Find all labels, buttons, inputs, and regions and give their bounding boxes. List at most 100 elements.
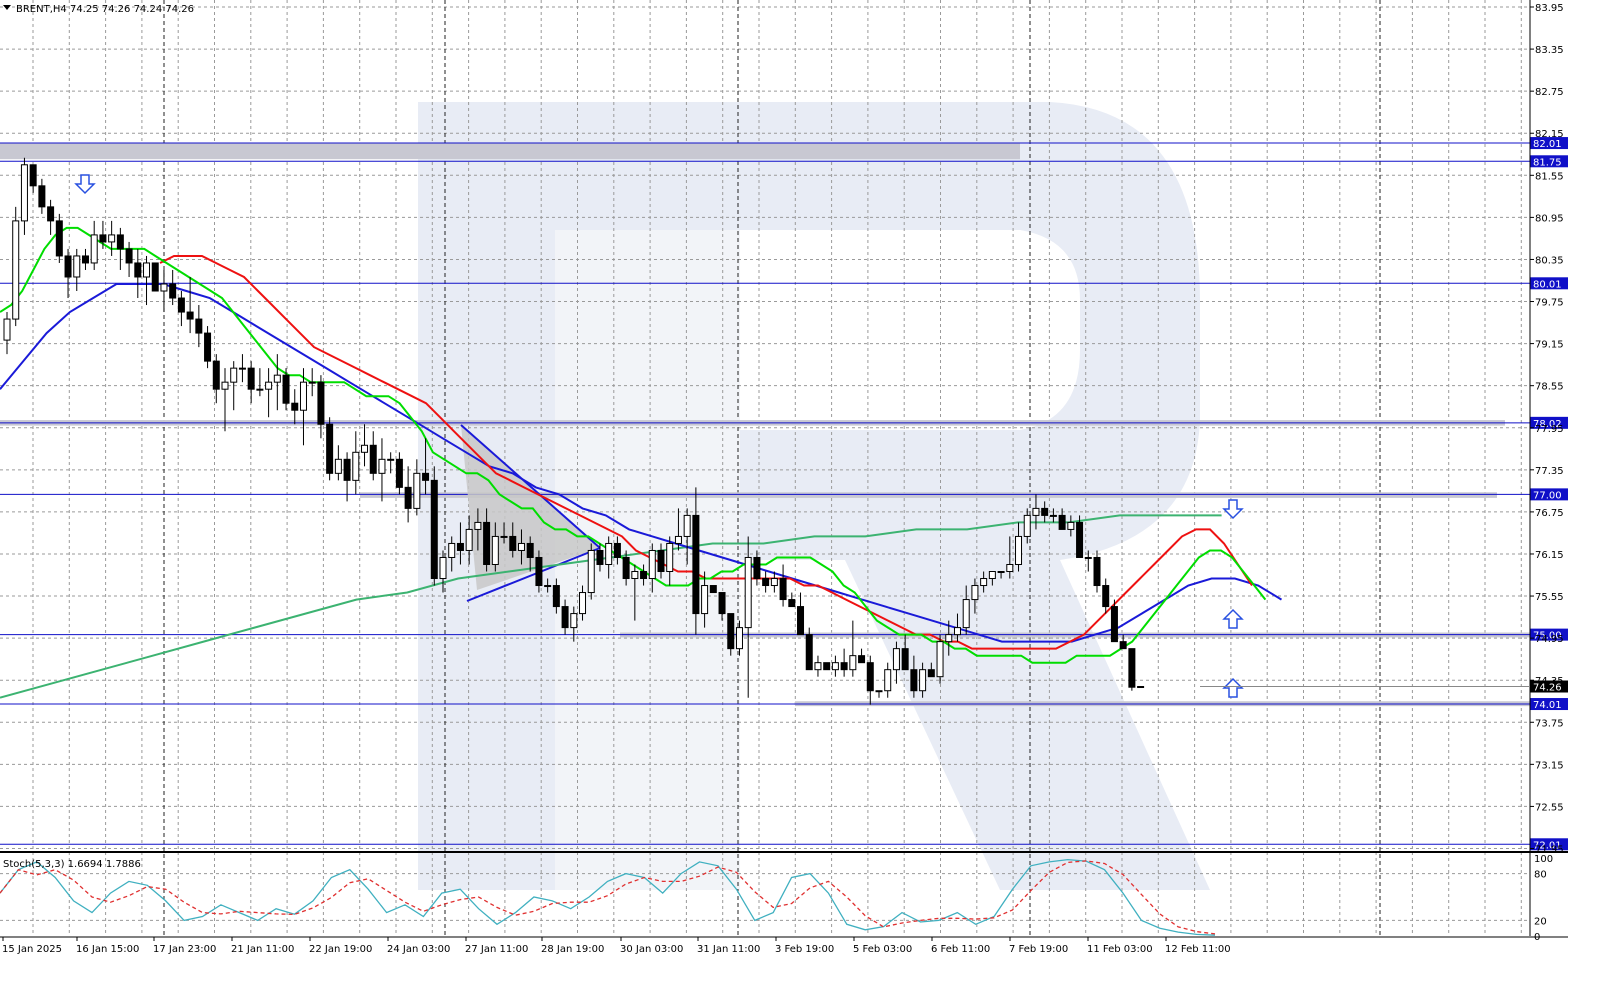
candle-body [1067,521,1075,530]
candle-body [1023,514,1031,537]
candle-body [980,578,988,587]
time-label: 30 Jan 03:00 [620,944,683,955]
price-axis: 83.95 83.35 82.75 82.15 81.55 80.95 80.35 79.75… [1200,0,1568,936]
candle-body [491,535,499,565]
candle-body [753,556,761,580]
candle-body [334,458,342,474]
price-tick-label: 82.75 [1535,87,1564,98]
time-label: 17 Jan 23:00 [153,944,216,955]
candle-body [727,613,735,650]
candle-body [692,514,700,615]
candle-body [1102,585,1110,608]
candle-body [666,542,674,573]
level-badge [1530,488,1568,501]
candle-body [204,332,212,362]
candle-body [343,458,351,481]
candle-body [674,535,682,544]
time-label: 22 Jan 19:00 [309,944,372,955]
candle-body [387,458,395,461]
candle-body [936,641,944,678]
chart-header: BRENT,H4 74.25 74.26 74.24 74.26 [16,4,194,15]
time-label: 28 Jan 19:00 [541,944,604,955]
candle-body [613,542,621,558]
current-price-badge [1530,680,1568,693]
level-badge-label: 82.01 [1533,139,1562,150]
price-tick-label: 81.55 [1535,171,1564,182]
time-label: 12 Feb 11:00 [1165,944,1231,955]
time-label: 16 Jan 15:00 [76,944,139,955]
candle-body [605,542,613,565]
candle-body [683,514,691,537]
candle-body [840,662,848,671]
candle-body [701,585,709,615]
time-label: 24 Jan 03:00 [387,944,450,955]
price-tick-label: 83.35 [1535,45,1564,56]
candle-body [1049,514,1057,517]
candle-body [849,655,857,671]
candle-body [509,535,517,551]
candle-body [770,578,778,587]
candle-body [299,381,307,411]
candle-body [500,535,508,538]
level-badge [1530,277,1568,290]
candle-body [1076,521,1084,558]
price-tick-label: 74.95 [1535,634,1564,645]
price-tick-label: 82.15 [1535,129,1564,140]
level-badge-label: 75.00 [1533,631,1562,642]
candle-body [971,585,979,601]
candle-body [282,374,290,404]
candle-body [823,662,831,671]
candle-body [47,206,55,222]
candle-body [273,374,281,383]
candle-body [1041,507,1049,516]
candle-body [1128,648,1136,688]
header-dropdown-icon[interactable] [3,5,11,10]
candle-body [256,388,264,391]
candle-body [439,556,447,580]
candle-body [953,627,961,636]
candle-body [64,255,72,278]
candle-body [744,556,752,629]
candle-body [151,262,159,292]
candle-body [762,578,770,587]
candle-body [797,606,805,636]
time-label: 31 Jan 11:00 [697,944,760,955]
time-axis: 15 Jan 2025 16 Jan 15:00 17 Jan 23:00 21 Ja… [2,937,1231,955]
candle-body [378,458,386,474]
price-tick-label: 80.35 [1535,255,1564,266]
price-tick-label: 75.55 [1535,592,1564,603]
candle-body [927,669,935,678]
candle-body [99,234,107,243]
level-badge-label: 80.01 [1533,279,1562,290]
candle-body [395,458,403,488]
ma-fast-line [0,226,1267,664]
candle-body [483,521,491,565]
candle-body [544,585,552,588]
price-tick-label: 71.95 [1535,844,1564,855]
current-price-label: 74.26 [1533,683,1562,694]
candle-body [413,472,421,509]
candle-body [561,606,569,629]
candlesticks [3,157,1145,705]
signal-arrows [74,174,1244,698]
level-badge-label: 77.00 [1533,490,1562,501]
candle-body [779,578,787,601]
candle-body [38,185,46,208]
arrow-up-icon [1222,608,1244,629]
arrow-down-icon [74,174,96,195]
candle-body [1006,563,1014,573]
level-badge-label: 78.02 [1533,419,1562,430]
candle-body [587,549,595,594]
candle-body [308,381,316,384]
candle-body [369,444,377,474]
candle-body [134,262,142,278]
price-tick-label: 73.15 [1535,760,1564,771]
candle-body [186,311,194,320]
time-label: 21 Jan 11:00 [231,944,294,955]
candle-body [517,542,525,551]
time-label: 3 Feb 19:00 [775,944,834,955]
candle-body [465,528,473,551]
candle-body [718,592,726,615]
candle-body [195,318,203,334]
